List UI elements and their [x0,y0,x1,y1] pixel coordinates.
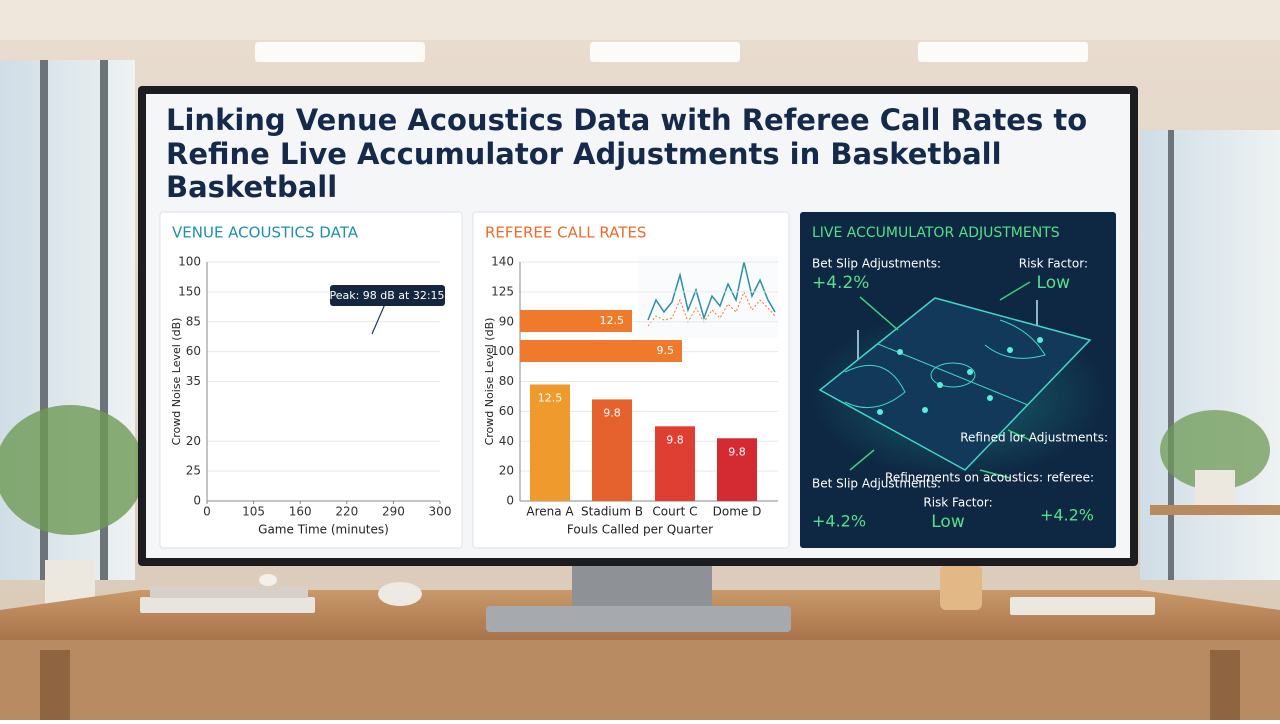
y-axis-label: Crowd Noise Level (dB) [483,318,496,446]
bar-text: 9.8 [666,433,684,446]
y-tick-label: 20 [499,464,514,478]
title-line: Basketball [166,170,337,204]
x-tick-label: 290 [382,505,405,519]
x-tick-label: 0 [203,505,211,519]
title-line: Linking Venue Acoustics Data with Refere… [166,103,1087,137]
y-tick-label: 35 [186,374,201,388]
y-tick-label: 90 [499,314,514,328]
banner-text: 9.5 [657,344,675,357]
x-tick-label: Court C [652,505,697,519]
y-tick-label: 25 [186,464,201,478]
header: Linking Venue Acoustics Data with Refere… [166,103,1087,204]
bar [717,438,757,501]
item-label: Refined lor Adjustments: [960,431,1108,445]
item-label: Risk Factor: [923,496,992,510]
x-tick-label: 220 [335,505,358,519]
item-value: +4.2% [1040,506,1094,525]
x-tick-label: 105 [242,505,265,519]
bar-text: 12.5 [538,391,563,404]
y-tick-label: 140 [491,255,514,269]
x-axis-label: Game Time (minutes) [258,523,389,537]
bar [655,426,695,501]
item-value: Low [1037,273,1071,293]
panel-title: LIVE ACCUMULATOR ADJUSTMENTS [812,225,1060,241]
y-tick-label: 100 [178,255,201,269]
y-tick-label: 150 [178,284,201,298]
y-tick-label: 20 [186,434,201,448]
x-tick-label: 160 [289,505,312,519]
y-tick-label: 100 [491,344,514,358]
x-axis-label: Fouls Called per Quarter [567,523,713,537]
x-tick-label: 300 [429,505,452,519]
item-label: Bet Slip Adjustments: [812,257,941,271]
bar [592,399,632,501]
annotation-box [330,285,445,306]
x-tick-label: Arena A [526,505,574,519]
banner-text: 12.5 [600,314,625,327]
y-tick-label: 60 [186,344,201,358]
item-label: Refinements on acoustics: referee: [885,471,1094,485]
chart-title: REFEREE CALL RATES [485,224,646,242]
annotation-pointer [371,303,386,335]
title-line: Refine Live Accumulator Adjustments in B… [166,137,1002,171]
item-value: Low [931,512,965,532]
item-label: Risk Factor: [1019,257,1088,271]
bar [530,384,570,501]
y-axis-label: Crowd Noise Level (dB) [170,318,183,446]
y-tick-label: 125 [491,284,514,298]
banner-bar [520,340,682,362]
item-value: +4.2% [812,512,866,531]
x-tick-label: Dome D [713,505,762,519]
court [808,281,1108,480]
bar-text: 9.8 [728,445,746,458]
banner-bar [520,310,632,332]
item-label: Bet Slip Adjustments: [812,477,941,491]
bar-text: 9.8 [603,406,621,419]
chart-title: VENUE ACOUSTICS DATA [172,224,359,242]
annotation: Peak: 98 dB at 32:15 [329,289,444,302]
y-tick-label: 0 [506,494,514,508]
y-tick-label: 80 [499,374,514,388]
item-value: +4.2% [812,273,869,293]
inset-chart [638,256,778,338]
y-tick-label: 40 [499,434,514,448]
y-tick-label: 0 [193,494,201,508]
y-tick-label: 60 [499,404,514,418]
x-tick-label: Stadium B [581,505,643,519]
y-tick-label: 85 [186,314,201,328]
